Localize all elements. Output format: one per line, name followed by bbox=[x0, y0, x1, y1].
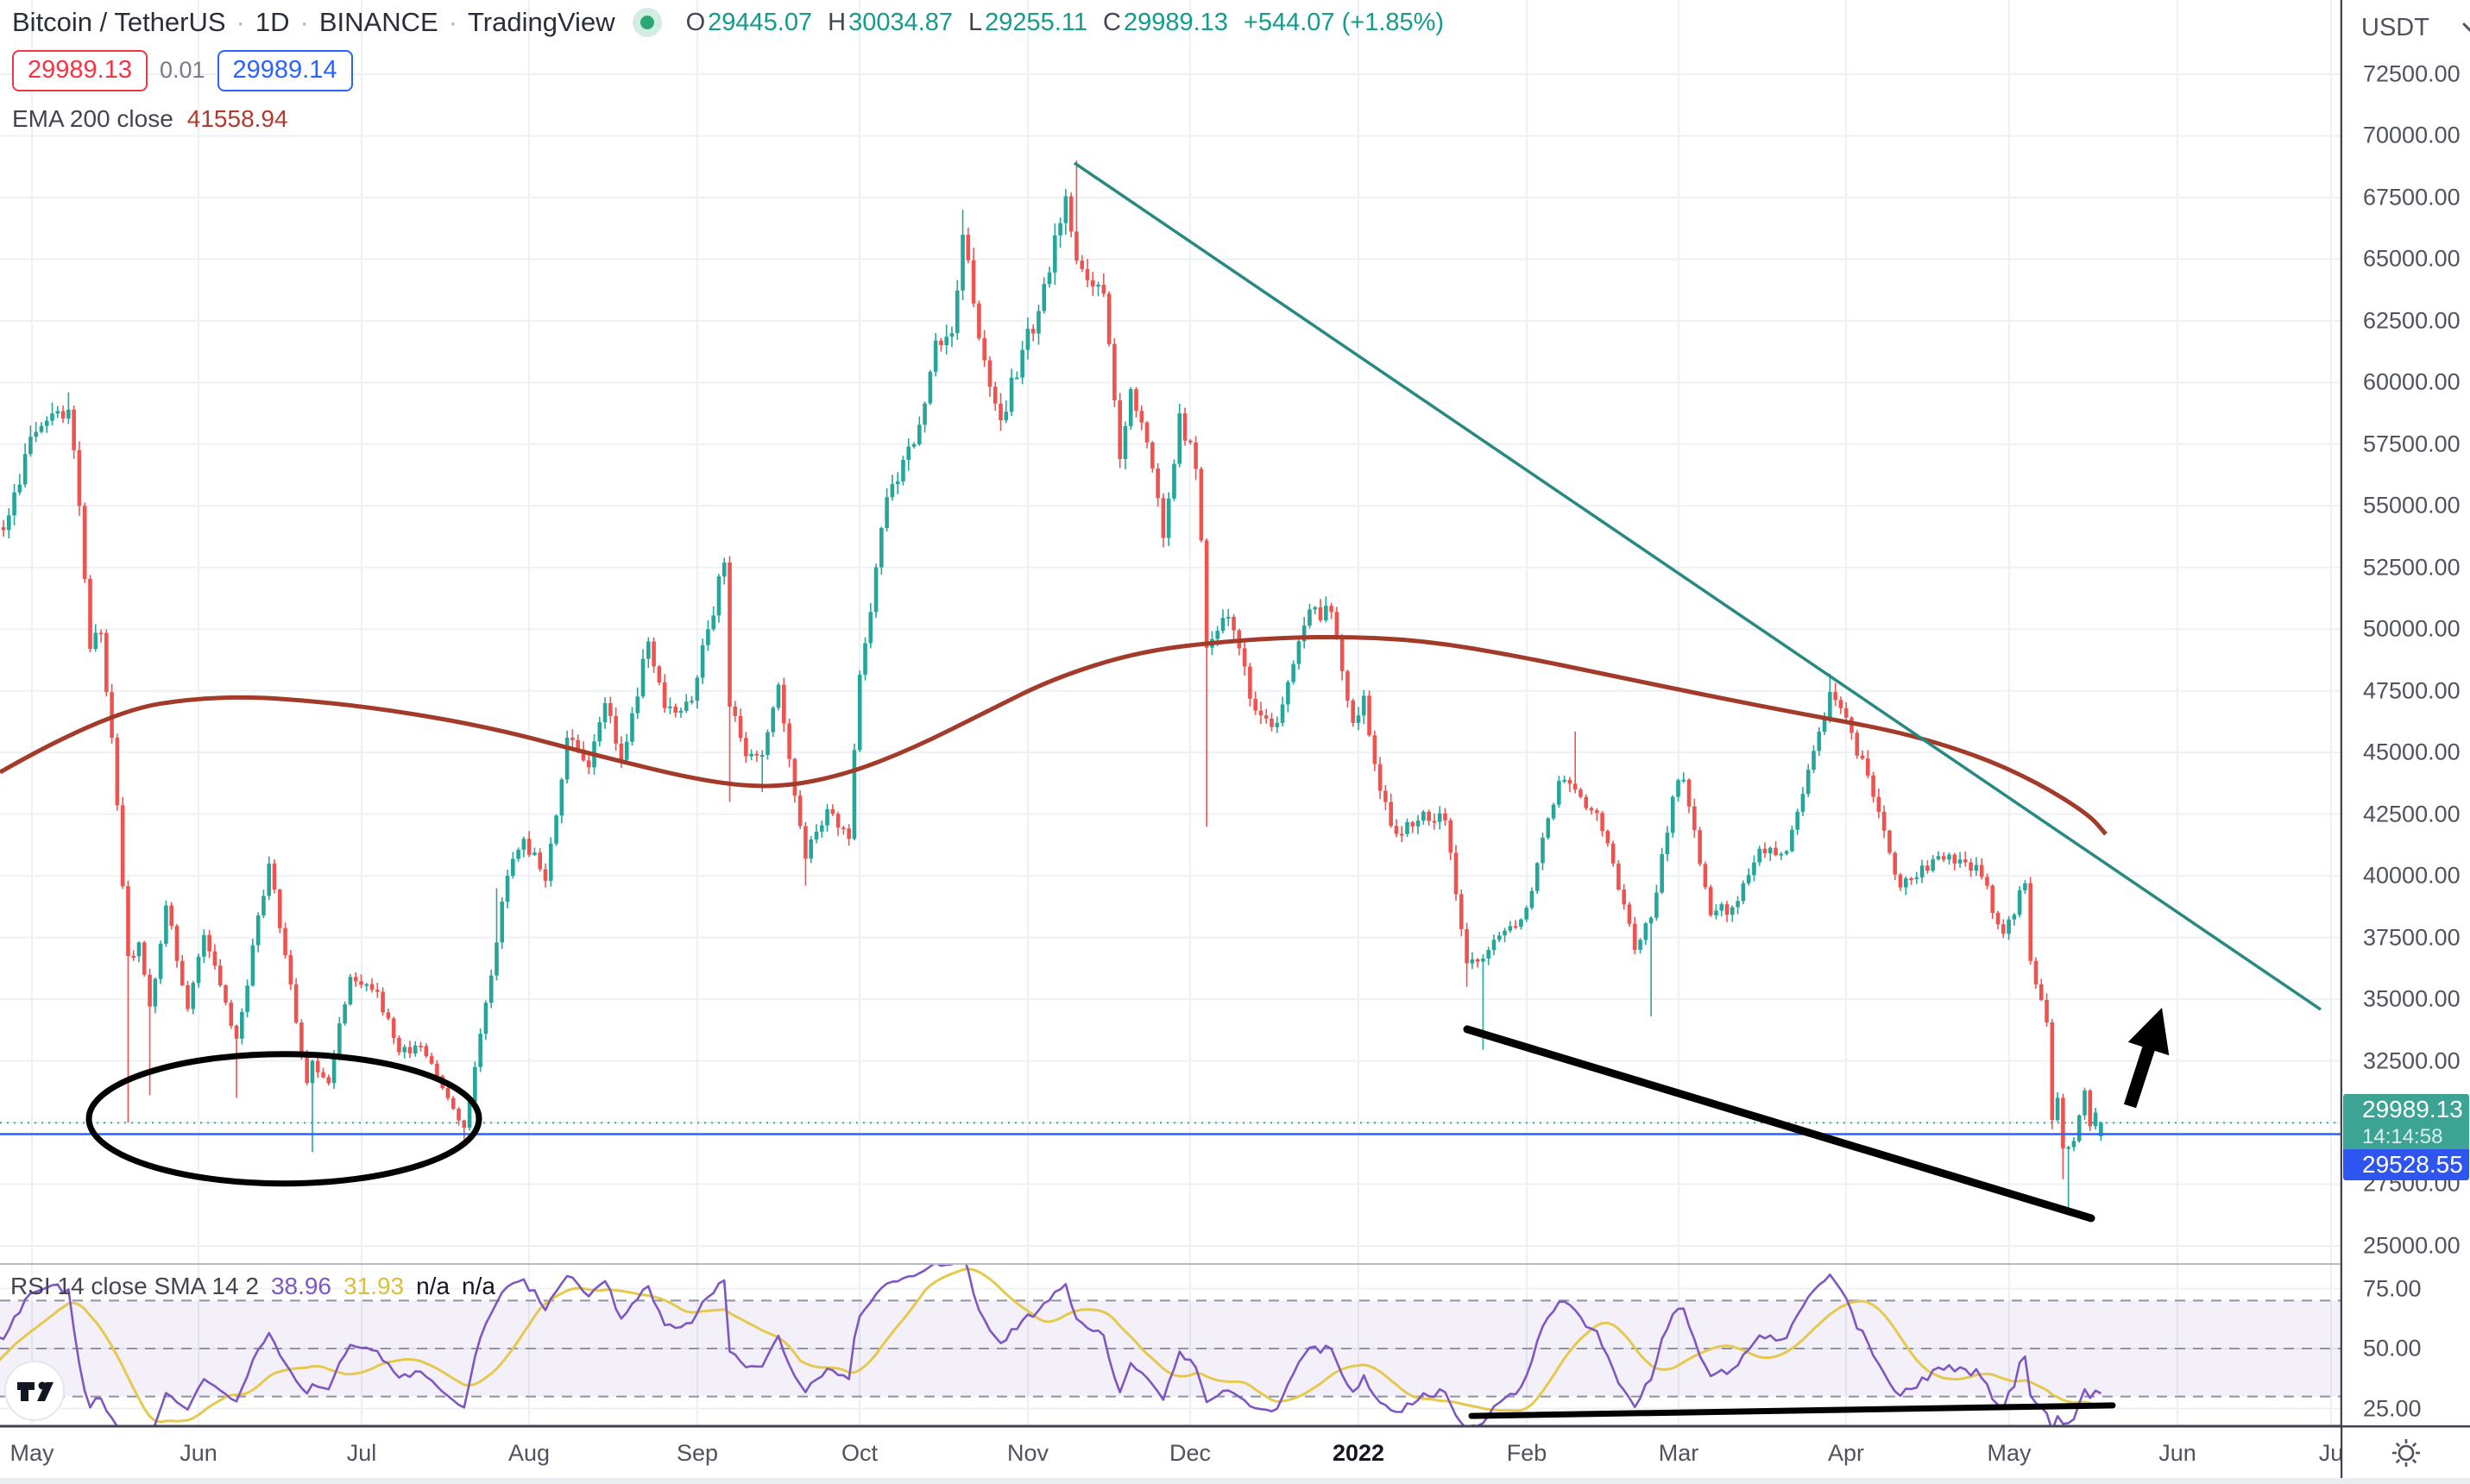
trendline-black[interactable] bbox=[1463, 1025, 2095, 1223]
currency-unit-selector[interactable]: USDT bbox=[2361, 14, 2470, 42]
time-tick-label: Nov bbox=[1006, 1440, 1049, 1466]
rsi-tick-label: 75.00 bbox=[2363, 1275, 2422, 1301]
legend-symbol-row[interactable]: Bitcoin / TetherUS · 1D · BINANCE · Trad… bbox=[12, 7, 1444, 38]
time-tick-label: Dec bbox=[1169, 1440, 1212, 1466]
price-tick-label: 67500.00 bbox=[2363, 184, 2461, 211]
open-value: 29445.07 bbox=[708, 8, 813, 36]
time-tick-label: Mar bbox=[1658, 1440, 1699, 1466]
time-tick-label: Aug bbox=[507, 1440, 551, 1466]
bar-countdown: 14:14:58 bbox=[2362, 1125, 2443, 1149]
rsi-line bbox=[0, 1265, 2101, 1425]
timezone-settings-gear-icon[interactable] bbox=[2384, 1434, 2429, 1472]
vendor-label: TradingView bbox=[467, 7, 615, 37]
candles-layer bbox=[0, 160, 2103, 1213]
price-tick-label: 60000.00 bbox=[2363, 368, 2461, 395]
time-tick-label: May bbox=[9, 1440, 54, 1466]
price-tick-label: 42500.00 bbox=[2363, 801, 2461, 827]
title-separator: · bbox=[236, 7, 245, 37]
rsi-na-value: n/a bbox=[416, 1273, 451, 1299]
market-status-icon[interactable] bbox=[632, 8, 662, 37]
price-tick-label: 55000.00 bbox=[2363, 492, 2461, 519]
price-tick-label: 37500.00 bbox=[2363, 924, 2461, 951]
currency-unit-label: USDT bbox=[2361, 14, 2429, 41]
price-tick-label: 50000.00 bbox=[2363, 615, 2461, 642]
rsi-sma-value: 31.93 bbox=[343, 1273, 405, 1299]
time-tick-label: 2022 bbox=[1332, 1440, 1385, 1466]
rsi-value: 38.96 bbox=[270, 1273, 332, 1299]
rsi-trendline[interactable] bbox=[1468, 1402, 2116, 1419]
title-separator: · bbox=[448, 7, 457, 37]
price-tick-label: 62500.00 bbox=[2363, 307, 2461, 334]
spread-value: 0.01 bbox=[159, 57, 205, 84]
trendline-teal[interactable] bbox=[1074, 161, 2322, 1011]
price-tick-label: 47500.00 bbox=[2363, 677, 2461, 704]
time-tick-label: Sep bbox=[676, 1440, 719, 1466]
price-tick-label: 65000.00 bbox=[2363, 245, 2461, 272]
alert-price-badge: 29528.55 bbox=[2343, 1149, 2469, 1181]
ohlc-readout: O 29445.07 H 30034.87 L 29255.11 C 29989.13 … bbox=[685, 8, 1445, 36]
time-tick-label: Jun bbox=[2158, 1440, 2196, 1466]
close-value: 29989.13 bbox=[1123, 8, 1228, 36]
price-tick-label: 35000.00 bbox=[2363, 985, 2461, 1012]
time-tick-label: Feb bbox=[1506, 1440, 1547, 1466]
change-value: +544.07 (+1.85%) bbox=[1243, 8, 1445, 36]
exchange-label[interactable]: BINANCE bbox=[318, 7, 438, 37]
rsi-label: RSI 14 close SMA 14 2 bbox=[10, 1273, 259, 1299]
arrow-annotation[interactable] bbox=[2123, 1008, 2170, 1109]
rsi-tick-label: 25.00 bbox=[2363, 1395, 2422, 1421]
time-tick-label: Jun bbox=[180, 1440, 217, 1466]
time-tick-label: Jul bbox=[346, 1440, 377, 1466]
price-tick-label: 40000.00 bbox=[2363, 862, 2461, 889]
last-price-badge: 29989.13 14:14:58 bbox=[2343, 1094, 2469, 1150]
time-tick-label: May bbox=[1987, 1440, 2032, 1466]
rsi-legend-row[interactable]: RSI 14 close SMA 14 2 38.96 31.93 n/a n/… bbox=[10, 1273, 495, 1300]
price-tick-label: 70000.00 bbox=[2363, 122, 2461, 148]
time-tick-label: Ju bbox=[2318, 1440, 2341, 1466]
tradingview-logo-icon[interactable] bbox=[3, 1360, 66, 1422]
time-tick-label: Apr bbox=[1827, 1440, 1865, 1466]
ema-value: 41558.94 bbox=[186, 105, 288, 132]
sell-button[interactable]: 29989.13 bbox=[12, 50, 148, 91]
grid-layer bbox=[0, 0, 2341, 1425]
rsi-sma-line bbox=[0, 1267, 2102, 1424]
chevron-down-icon bbox=[2462, 22, 2470, 32]
interval-label[interactable]: 1D bbox=[255, 7, 290, 37]
time-axis[interactable]: May Jun Jul Aug Sep Oct Nov Dec 2022 Feb Mar Apr May… bbox=[0, 1428, 2341, 1477]
quote-row: 29989.13 0.01 29989.14 bbox=[12, 50, 353, 91]
price-tick-label: 45000.00 bbox=[2363, 739, 2461, 765]
price-tick-label: 52500.00 bbox=[2363, 554, 2461, 581]
ellipse-annotation[interactable] bbox=[85, 1051, 482, 1187]
price-tick-label: 57500.00 bbox=[2363, 431, 2461, 457]
rsi-band bbox=[0, 1299, 2341, 1398]
time-tick-label: Oct bbox=[841, 1440, 879, 1466]
rsi-tick-label: 50.00 bbox=[2363, 1335, 2422, 1361]
title-separator: · bbox=[299, 7, 309, 37]
buy-button[interactable]: 29989.14 bbox=[217, 50, 353, 91]
window-bottom-strip bbox=[0, 1478, 2470, 1484]
price-tick-label: 72500.00 bbox=[2363, 60, 2461, 87]
ema-label: EMA 200 close bbox=[12, 105, 173, 132]
ema-200-line[interactable] bbox=[0, 634, 2108, 836]
symbol-title[interactable]: Bitcoin / TetherUS bbox=[12, 7, 226, 37]
price-tick-label: 32500.00 bbox=[2363, 1047, 2461, 1074]
high-value: 30034.87 bbox=[848, 8, 954, 36]
rsi-na-value: n/a bbox=[462, 1273, 495, 1299]
low-value: 29255.11 bbox=[985, 8, 1087, 36]
ema-legend-row[interactable]: EMA 200 close 41558.94 bbox=[12, 105, 288, 133]
price-tick-label: 25000.00 bbox=[2363, 1232, 2461, 1259]
price-axis[interactable]: USDT 72500.00 70000.00 67500.00 65000.00 625… bbox=[2342, 0, 2470, 1425]
